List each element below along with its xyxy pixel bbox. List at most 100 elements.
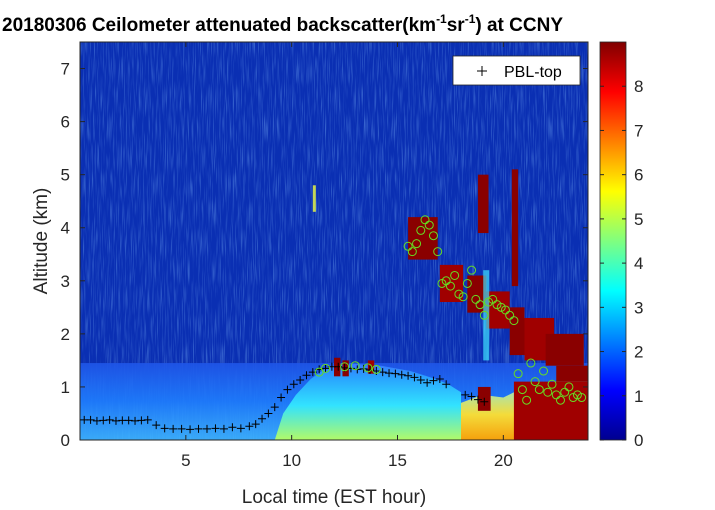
layer-detection-marker: [522, 395, 532, 405]
layer-detection-marker: [363, 363, 373, 373]
pbl-top-marker: [416, 376, 425, 385]
pbl-top-marker: [378, 368, 387, 377]
cloud-edge-streak: [483, 270, 490, 361]
pbl-top-marker: [302, 371, 311, 380]
legend-box: [452, 55, 581, 86]
layer-detection-marker: [547, 379, 557, 389]
pbl-top-marker: [480, 397, 489, 406]
layer-detection-marker: [428, 231, 438, 241]
pbl-top-marker: [251, 420, 260, 429]
pbl-top-marker: [289, 380, 298, 389]
y-tick-label: 7: [61, 60, 70, 79]
pbl-top-marker: [105, 415, 114, 424]
colorbar-tick-label: 6: [634, 166, 643, 185]
layer-detection-marker: [412, 239, 422, 249]
pbl-top-marker: [467, 392, 476, 401]
pbl-top-marker: [429, 376, 438, 385]
legend-marker-pbl-top: [477, 66, 487, 76]
y-axis-label: Altitude (km): [31, 188, 52, 295]
pbl-top-marker: [236, 424, 245, 433]
pbl-top-marker: [245, 422, 254, 431]
layer-detection-marker: [577, 393, 587, 403]
pbl-top-marker: [124, 416, 133, 425]
layer-detection-marker: [350, 361, 360, 371]
layer-detection-marker: [416, 225, 426, 235]
legend-label-pbl-top: PBL-top: [504, 64, 562, 81]
pbl-top-marker: [410, 373, 419, 382]
cloud-backscatter-patch: [467, 275, 487, 313]
layer-detection-marker: [407, 247, 417, 257]
layer-detection-marker: [526, 358, 536, 368]
pbl-top-marker: [283, 385, 292, 394]
pbl-top-marker: [258, 414, 267, 423]
cloud-backscatter-patch: [556, 365, 588, 382]
pbl-top-marker: [152, 421, 161, 430]
pbl-top-marker: [92, 416, 101, 425]
y-tick-label: 5: [61, 166, 70, 185]
layer-detection-marker: [340, 362, 350, 372]
cloud-backscatter-patch: [545, 333, 584, 366]
colorbar: 0 1 2 3 4 5 6 7 8: [599, 41, 643, 450]
layer-detection-marker: [458, 292, 468, 302]
layer-detection-marker: [371, 364, 381, 374]
layer-detection-marker: [445, 281, 455, 291]
layer-detection-marker: [517, 385, 527, 395]
colorbar-tick-label: 1: [634, 387, 643, 406]
x-tick-label: 20: [494, 451, 513, 470]
colorbar-tick-label: 3: [634, 298, 643, 317]
colorbar-tick-label: 2: [634, 343, 643, 362]
layer-detection-marker: [475, 300, 485, 310]
plot-area: [80, 42, 588, 440]
colorbar-tick-label: 0: [634, 431, 643, 450]
pbl-top-marker: [228, 423, 237, 432]
pbl-top-marker: [219, 424, 228, 433]
pbl-top-marker: [385, 369, 394, 378]
pbl-top-marker: [423, 378, 432, 387]
colorbar-gradient: [599, 41, 627, 441]
pbl-top-marker: [203, 424, 211, 433]
colorbar-tick-label: 7: [634, 121, 643, 140]
layer-detection-marker: [509, 316, 519, 326]
pbl-top-marker: [473, 395, 482, 404]
cloud-backscatter-patch: [477, 174, 489, 234]
layer-detection-marker: [321, 363, 331, 373]
pbl-top-marker: [177, 424, 186, 433]
y-tick-label: 1: [61, 378, 70, 397]
pbl-top-marker: [99, 416, 108, 425]
pbl-top-marker: [137, 416, 146, 425]
pbl-top-marker: [270, 403, 279, 412]
pbl-top-marker: [194, 424, 203, 433]
layer-detection-marker: [555, 395, 565, 405]
chart-title: 20180306 Ceilometer attenuated backscatt…: [2, 12, 563, 36]
y-tick-label: 4: [61, 219, 70, 238]
y-tick-label: 6: [61, 113, 70, 132]
pbl-top-marker: [296, 376, 305, 385]
layer-detection-marker: [513, 369, 523, 379]
layer-detection-marker: [543, 387, 553, 397]
pbl-top-marker: [86, 415, 95, 424]
pbl-top-marker: [111, 416, 120, 425]
y-tick-label: 0: [61, 431, 70, 450]
cloud-backscatter-patch: [511, 169, 519, 287]
pbl-top-marker: [131, 416, 140, 425]
legend: PBL-top: [452, 55, 581, 86]
x-axis-label: Local time (EST hour): [242, 487, 426, 508]
layer-detection-marker: [539, 366, 549, 376]
layer-detection-marker: [462, 278, 472, 288]
layer-detection-marker: [479, 310, 489, 320]
pbl-top-marker: [143, 415, 152, 424]
daytime-aerosol-plume: [274, 363, 461, 440]
x-tick-label: 10: [282, 451, 301, 470]
colorbar-tick-label: 5: [634, 210, 643, 229]
pbl-top-marker: [186, 425, 195, 434]
pbl-top-marker: [169, 424, 178, 433]
layer-detection-marker: [530, 377, 540, 387]
layer-detection-marker: [534, 385, 544, 395]
cloud-backscatter-patch: [342, 360, 349, 377]
plot-frame: [79, 41, 589, 441]
pbl-top-marker: [442, 380, 451, 389]
cloud-backscatter-patch: [439, 264, 464, 303]
y-tick-label: 3: [61, 272, 70, 291]
cloud-backscatter-patch: [367, 360, 375, 374]
